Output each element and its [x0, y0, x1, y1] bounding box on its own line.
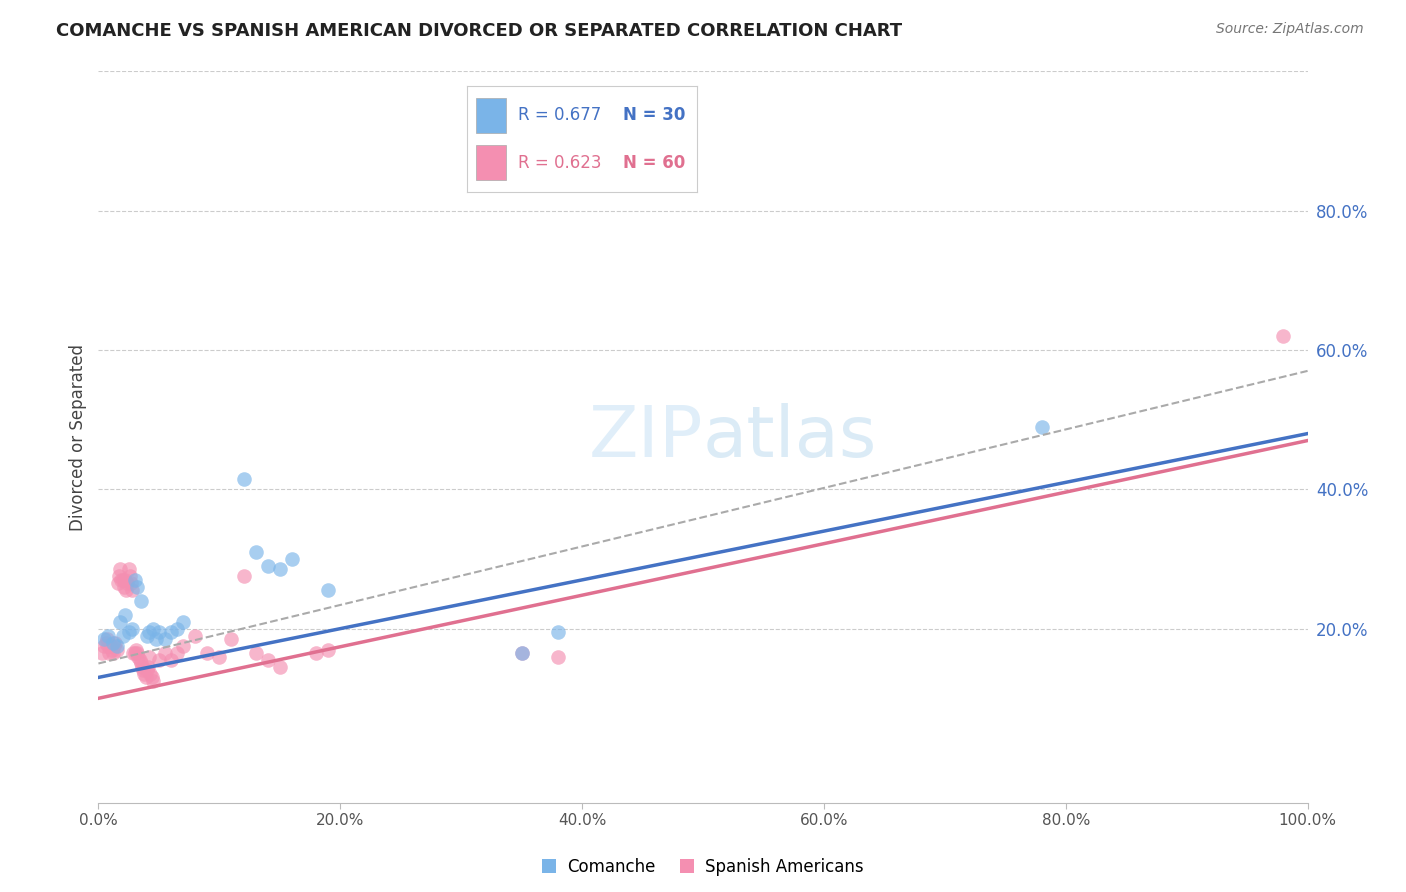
Point	[127, 580, 149, 594]
Point	[172, 615, 194, 629]
Point	[120, 576, 142, 591]
Point	[129, 594, 152, 608]
Point	[153, 632, 176, 646]
Point	[122, 646, 145, 660]
Point	[160, 653, 183, 667]
Text: Source: ZipAtlas.com: Source: ZipAtlas.com	[1216, 22, 1364, 37]
Point	[97, 639, 120, 653]
Point	[103, 639, 125, 653]
Point	[141, 670, 163, 684]
Point	[124, 646, 146, 660]
Point	[98, 646, 121, 660]
Point	[118, 562, 141, 576]
Point	[148, 653, 170, 667]
Point	[208, 649, 231, 664]
Point	[108, 569, 131, 583]
Point	[118, 625, 141, 640]
Point	[138, 625, 160, 640]
Point	[108, 562, 131, 576]
Point	[145, 632, 167, 646]
Point	[124, 573, 146, 587]
Point	[131, 660, 153, 674]
Point	[232, 472, 254, 486]
Point	[166, 646, 188, 660]
Point	[135, 664, 157, 678]
Point	[135, 629, 157, 643]
Point	[1272, 329, 1295, 343]
Point	[281, 552, 304, 566]
Point	[110, 573, 132, 587]
Point	[256, 558, 278, 573]
Point	[108, 615, 131, 629]
Point	[547, 649, 569, 664]
Point	[114, 607, 136, 622]
Point	[195, 646, 218, 660]
Point	[94, 635, 117, 649]
Point	[117, 576, 139, 591]
Point	[305, 646, 328, 660]
Point	[107, 576, 129, 591]
Point	[136, 660, 159, 674]
Point	[118, 569, 141, 583]
Point	[96, 632, 118, 646]
Point	[510, 646, 533, 660]
Point	[111, 573, 134, 587]
Point	[256, 653, 278, 667]
Legend: Comanche, Spanish Americans: Comanche, Spanish Americans	[536, 851, 870, 882]
Point	[91, 646, 114, 660]
Point	[1031, 419, 1053, 434]
Point	[100, 642, 122, 657]
Point	[166, 622, 188, 636]
Point	[128, 653, 150, 667]
Text: ZIP: ZIP	[589, 402, 703, 472]
Point	[112, 580, 135, 594]
Point	[135, 670, 157, 684]
Point	[127, 649, 149, 664]
Point	[93, 639, 115, 653]
Point	[269, 660, 291, 674]
Point	[142, 673, 165, 688]
Text: COMANCHE VS SPANISH AMERICAN DIVORCED OR SEPARATED CORRELATION CHART: COMANCHE VS SPANISH AMERICAN DIVORCED OR…	[56, 22, 903, 40]
Point	[153, 646, 176, 660]
Point	[115, 583, 138, 598]
Point	[148, 625, 170, 640]
Point	[160, 625, 183, 640]
Point	[121, 622, 143, 636]
Point	[114, 573, 136, 587]
Text: atlas: atlas	[703, 402, 877, 472]
Point	[104, 635, 127, 649]
Point	[101, 646, 124, 660]
Point	[105, 642, 128, 657]
Point	[221, 632, 243, 646]
Point	[129, 657, 152, 671]
Point	[316, 583, 339, 598]
Point	[269, 562, 291, 576]
Point	[316, 642, 339, 657]
Point	[172, 639, 194, 653]
Point	[510, 646, 533, 660]
Point	[134, 667, 156, 681]
Point	[184, 629, 207, 643]
Y-axis label: Divorced or Separated: Divorced or Separated	[69, 343, 87, 531]
Point	[547, 625, 569, 640]
Point	[111, 629, 134, 643]
Point	[245, 646, 267, 660]
Point	[132, 664, 155, 678]
Point	[138, 649, 160, 664]
Point	[105, 639, 128, 653]
Point	[245, 545, 267, 559]
Point	[127, 646, 149, 660]
Point	[101, 635, 124, 649]
Point	[97, 629, 120, 643]
Point	[139, 667, 162, 681]
Point	[100, 639, 122, 653]
Point	[121, 583, 143, 598]
Point	[232, 569, 254, 583]
Point	[93, 632, 115, 646]
Point	[142, 622, 165, 636]
Point	[125, 642, 148, 657]
